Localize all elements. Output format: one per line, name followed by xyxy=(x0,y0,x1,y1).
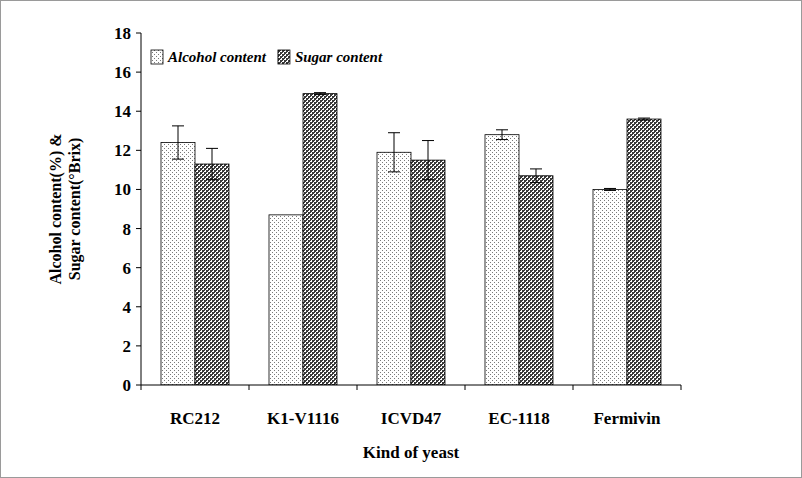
y-tick-label: 18 xyxy=(114,24,131,43)
legend-label: Alcohol content xyxy=(167,49,267,65)
error-line xyxy=(502,130,503,140)
x-tick xyxy=(681,385,682,390)
chart-border xyxy=(1,1,802,478)
error-cap xyxy=(314,94,326,95)
error-bar xyxy=(496,130,508,140)
y-tick-label: 0 xyxy=(123,376,132,395)
error-bar xyxy=(422,141,434,180)
error-cap xyxy=(496,129,508,130)
y-tick xyxy=(136,72,141,73)
error-cap xyxy=(638,120,650,121)
y-axis-label: Alcohol content(%) &Sugar content(°Brix) xyxy=(47,133,84,284)
error-cap xyxy=(206,179,218,180)
error-cap xyxy=(388,171,400,172)
y-tick-label: 2 xyxy=(123,337,132,356)
y-tick-label: 14 xyxy=(114,102,132,121)
error-cap xyxy=(530,182,542,183)
x-tick xyxy=(357,385,358,390)
y-tick xyxy=(136,33,141,34)
bars xyxy=(161,93,661,385)
y-tick xyxy=(136,267,141,268)
error-bar xyxy=(388,133,400,172)
y-tick xyxy=(136,228,141,229)
bar xyxy=(485,135,519,385)
x-tick xyxy=(465,385,466,390)
y-tick xyxy=(136,150,141,151)
bar xyxy=(627,119,661,385)
y-tick xyxy=(136,111,141,112)
x-tick-label: ICVD47 xyxy=(381,409,442,428)
bar xyxy=(377,152,411,385)
bar xyxy=(593,189,627,385)
y-tick-label: 10 xyxy=(114,180,131,199)
chart-container: 0 2 4 6 8 10 12 14 16 18 RC212 K1-V1116 ICVD47 EC-111… xyxy=(0,0,802,478)
x-tick-label: K1-V1116 xyxy=(267,409,339,428)
error-line xyxy=(536,169,537,183)
y-axis-line xyxy=(141,33,142,385)
legend-swatch xyxy=(151,50,163,64)
y-tick-label: 8 xyxy=(123,220,132,239)
chart-svg: 0 2 4 6 8 10 12 14 16 18 RC212 K1-V1116 ICVD47 EC-111… xyxy=(0,0,802,478)
error-line xyxy=(212,148,213,179)
x-tick-label: RC212 xyxy=(170,409,220,428)
legend-label: Sugar content xyxy=(295,49,383,65)
x-tick-label: Fermivin xyxy=(593,409,661,428)
bar xyxy=(411,160,445,385)
error-bar xyxy=(604,188,616,190)
error-cap xyxy=(604,190,616,191)
error-bar xyxy=(314,93,326,95)
y-tick xyxy=(136,189,141,190)
error-bar xyxy=(530,169,542,183)
y-axis-label-line: Alcohol content(%) & xyxy=(47,133,65,284)
error-bar xyxy=(172,126,184,159)
error-cap xyxy=(172,159,184,160)
legend: Alcohol content Sugar content xyxy=(151,49,383,65)
error-line xyxy=(394,133,395,172)
error-line xyxy=(428,141,429,180)
x-tick xyxy=(141,385,142,390)
y-tick-label: 4 xyxy=(123,298,132,317)
error-cap xyxy=(530,168,542,169)
error-cap xyxy=(604,188,616,189)
error-cap xyxy=(172,125,184,126)
x-axis-line xyxy=(141,385,681,386)
error-bar xyxy=(638,118,650,120)
x-axis-label: Kind of yeast xyxy=(363,443,460,462)
y-tick-label: 16 xyxy=(114,63,131,82)
y-axis-label-line: Sugar content(°Brix) xyxy=(66,138,84,281)
error-bar xyxy=(206,148,218,179)
error-cap xyxy=(206,148,218,149)
bar xyxy=(269,215,303,385)
error-cap xyxy=(388,132,400,133)
bar xyxy=(303,94,337,385)
x-tick xyxy=(249,385,250,390)
error-cap xyxy=(422,179,434,180)
y-tick-label: 6 xyxy=(123,259,132,278)
y-tick-label: 12 xyxy=(114,141,131,160)
bar xyxy=(519,176,553,385)
bar xyxy=(161,143,195,385)
y-tick xyxy=(136,385,141,386)
y-tick xyxy=(136,345,141,346)
error-cap xyxy=(314,92,326,93)
error-cap xyxy=(638,118,650,119)
bar xyxy=(195,164,229,385)
error-cap xyxy=(496,139,508,140)
error-cap xyxy=(422,140,434,141)
error-line xyxy=(178,126,179,159)
y-tick xyxy=(136,306,141,307)
legend-swatch xyxy=(278,50,290,64)
x-tick xyxy=(573,385,574,390)
x-tick-label: EC-1118 xyxy=(488,409,549,428)
